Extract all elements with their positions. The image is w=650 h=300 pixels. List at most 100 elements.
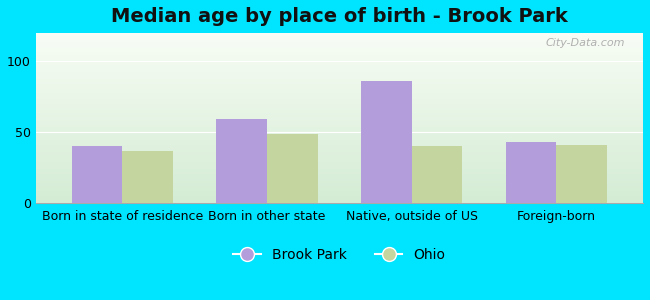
Bar — [36, 84, 643, 86]
Bar — [36, 160, 643, 162]
Bar — [36, 145, 643, 147]
Bar — [36, 57, 643, 59]
Bar — [36, 52, 643, 53]
Bar — [36, 120, 643, 122]
Bar — [36, 189, 643, 191]
Bar — [36, 167, 643, 169]
Bar — [36, 196, 643, 198]
Bar — [36, 108, 643, 109]
Bar — [36, 106, 643, 108]
Bar — [36, 33, 643, 35]
Bar — [36, 140, 643, 142]
Bar — [36, 94, 643, 96]
Bar — [36, 70, 643, 72]
Bar — [36, 82, 643, 84]
Bar — [36, 193, 643, 194]
Bar — [556, 145, 607, 203]
Bar — [36, 38, 643, 40]
Bar — [36, 150, 643, 152]
Bar — [36, 42, 643, 43]
Bar — [36, 35, 643, 37]
Bar — [36, 178, 643, 179]
Bar — [36, 133, 643, 135]
Bar — [36, 45, 643, 46]
Bar — [36, 164, 643, 166]
Bar — [36, 113, 643, 115]
Bar — [36, 103, 643, 104]
Bar — [36, 53, 643, 55]
Bar — [36, 43, 643, 45]
Bar — [267, 134, 318, 203]
Bar — [36, 111, 643, 113]
Bar — [36, 171, 643, 172]
Bar — [36, 127, 643, 128]
Bar — [36, 123, 643, 125]
Bar — [361, 81, 411, 203]
Bar — [36, 155, 643, 157]
Bar — [36, 104, 643, 106]
Bar — [36, 116, 643, 118]
Bar — [36, 58, 643, 60]
Bar — [36, 147, 643, 148]
Bar — [36, 101, 643, 103]
Bar — [36, 50, 643, 52]
Bar — [36, 81, 643, 82]
Bar — [36, 74, 643, 76]
Bar — [36, 188, 643, 189]
Bar — [36, 67, 643, 69]
Bar — [36, 130, 643, 132]
Bar — [36, 138, 643, 140]
Bar — [36, 154, 643, 155]
Bar — [36, 174, 643, 176]
Bar — [36, 152, 643, 154]
Bar — [36, 169, 643, 171]
Bar — [36, 183, 643, 184]
Bar — [36, 198, 643, 200]
Bar — [36, 60, 643, 62]
Bar — [36, 118, 643, 120]
Bar — [36, 194, 643, 196]
Bar — [36, 46, 643, 48]
Bar — [36, 143, 643, 145]
Bar — [36, 166, 643, 167]
Bar — [36, 55, 643, 57]
Bar — [36, 191, 643, 193]
Bar — [36, 179, 643, 181]
Bar — [36, 142, 643, 143]
Bar — [36, 37, 643, 38]
Bar — [36, 159, 643, 161]
Bar — [411, 146, 462, 203]
Bar — [36, 87, 643, 89]
Bar — [36, 98, 643, 99]
Bar — [36, 186, 643, 188]
Bar — [36, 137, 643, 138]
Bar — [36, 135, 643, 137]
Bar — [36, 69, 643, 70]
Bar — [36, 128, 643, 130]
Bar — [36, 110, 643, 111]
Bar — [36, 201, 643, 203]
Text: City-Data.com: City-Data.com — [545, 38, 625, 48]
Bar — [36, 176, 643, 178]
Title: Median age by place of birth - Brook Park: Median age by place of birth - Brook Par… — [111, 7, 567, 26]
Bar — [36, 91, 643, 92]
Bar — [36, 125, 643, 127]
Bar — [36, 157, 643, 159]
Bar — [36, 96, 643, 98]
Bar — [36, 76, 643, 77]
Bar — [36, 172, 643, 174]
Bar — [36, 115, 643, 116]
Bar — [122, 151, 173, 203]
Bar — [36, 132, 643, 133]
Bar — [506, 142, 556, 203]
Bar — [72, 146, 122, 203]
Bar — [36, 48, 643, 50]
Bar — [36, 122, 643, 123]
Bar — [36, 200, 643, 201]
Bar — [36, 148, 643, 150]
Bar — [216, 119, 267, 203]
Bar — [36, 40, 643, 42]
Bar — [36, 92, 643, 94]
Bar — [36, 86, 643, 87]
Bar — [36, 181, 643, 183]
